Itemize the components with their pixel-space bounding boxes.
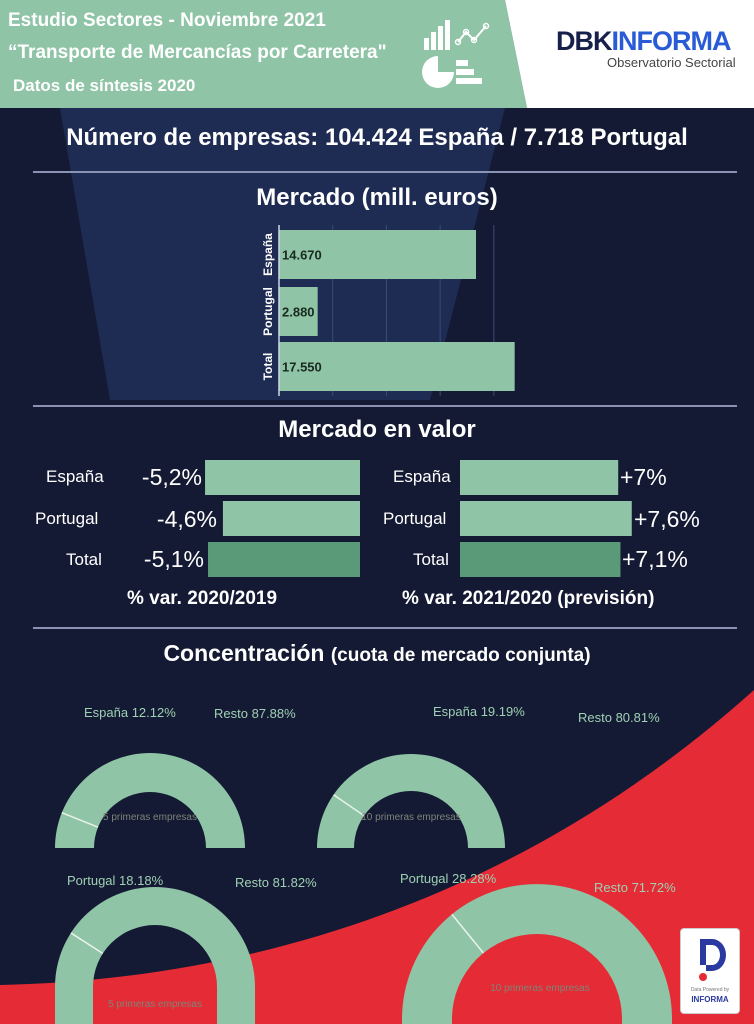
gauge-2 (317, 754, 505, 848)
charts-icon (422, 20, 490, 88)
var-2020-bar (208, 542, 360, 577)
gauge-slice-divider (451, 913, 484, 954)
red-wave (0, 690, 754, 1024)
left-label-total: Total (66, 550, 102, 569)
bar-value-label: 2.880 (282, 305, 315, 320)
gauge-1 (55, 753, 245, 848)
left-caption: % var. 2020/2019 (127, 588, 278, 609)
divider (33, 405, 737, 407)
var-2020-bar (205, 460, 360, 495)
gauge-slice-divider (70, 932, 104, 955)
bar-total (279, 342, 515, 391)
gauge-slice-divider (61, 811, 99, 828)
bar-value-label: 14.670 (282, 248, 322, 263)
left-label-portugal: Portugal (35, 509, 99, 528)
header-line3: Datos de síntesis 2020 (13, 76, 196, 95)
left-label-espana: España (46, 467, 104, 486)
category-label: España (261, 233, 275, 276)
concentracion-title: Concentración (cuota de mercado conjunta… (163, 640, 591, 666)
gauge3-label-b: Resto 81.82% (235, 875, 317, 890)
right-value-portugal: +7,6% (634, 506, 700, 532)
header-line1: Estudio Sectores - Noviembre 2021 (8, 10, 326, 31)
gauge-center-label: 10 primeras empresas (361, 812, 460, 823)
gauge-4 (402, 884, 672, 1024)
left-value-espana: -5,2% (141, 464, 202, 490)
header-band (0, 0, 527, 108)
var-2020-bar (222, 501, 360, 536)
divider (33, 171, 737, 173)
category-label: Portugal (261, 287, 275, 336)
left-value-portugal: -4,6% (156, 506, 217, 532)
right-caption: % var. 2021/2020 (previsión) (402, 588, 655, 609)
gauge-center-label: 5 primeras empresas (108, 999, 202, 1010)
category-label: Total (261, 353, 275, 381)
right-label-espana: España (393, 467, 451, 486)
bar-value-label: 17.550 (282, 360, 322, 375)
bar-portugal (279, 287, 318, 336)
right-value-total: +7,1% (622, 546, 688, 572)
gauge2-label-a: España 19.19% (433, 704, 525, 719)
badge-brand: INFORMA (691, 995, 729, 1004)
gauge4-label-a: Portugal 28.28% (400, 871, 497, 886)
gauge1-label-b: Resto 87.88% (214, 706, 296, 721)
divider (33, 627, 737, 629)
mercado-valor-title: Mercado en valor (278, 416, 476, 443)
gauge4-label-b: Resto 71.72% (594, 880, 676, 895)
header-line2: “Transporte de Mercancías por Carretera" (8, 42, 387, 63)
logo-subtitle: Observatorio Sectorial (607, 55, 736, 70)
dbk-informa-logo: DBKINFORMA (556, 26, 731, 56)
var-2021-bar (460, 542, 621, 577)
informa-d-icon (699, 939, 726, 981)
left-value-total: -5,1% (143, 546, 204, 572)
mercado-title: Mercado (mill. euros) (256, 184, 498, 211)
gauge-center-label: 10 primeras empresas (490, 983, 589, 994)
right-label-portugal: Portugal (383, 509, 447, 528)
gauge-3 (55, 887, 255, 1024)
gauge3-label-a: Portugal 18.18% (67, 873, 164, 888)
empresas-count: Número de empresas: 104.424 España / 7.7… (66, 124, 688, 151)
right-value-espana: +7% (620, 464, 667, 490)
gauge1-label-a: España 12.12% (84, 705, 176, 720)
gauge-slice-divider (333, 794, 365, 817)
informa-badge: Data Powered by INFORMA (680, 928, 740, 1014)
gauge2-label-b: Resto 80.81% (578, 710, 660, 725)
right-label-total: Total (413, 550, 449, 569)
bar-españa (279, 230, 476, 279)
gauge-center-label: 5 primeras empresas (103, 812, 197, 823)
var-2021-bar (460, 501, 632, 536)
var-2021-bar (460, 460, 619, 495)
